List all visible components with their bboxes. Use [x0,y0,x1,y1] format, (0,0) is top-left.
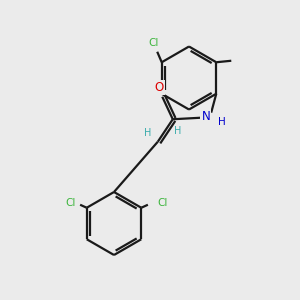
Text: H: H [145,128,152,138]
Text: Cl: Cl [158,198,168,208]
Text: O: O [155,81,164,94]
Text: Cl: Cl [148,38,159,48]
Text: N: N [201,110,210,123]
Text: Cl: Cl [65,198,76,208]
Text: H: H [175,126,182,136]
Text: H: H [218,117,226,127]
